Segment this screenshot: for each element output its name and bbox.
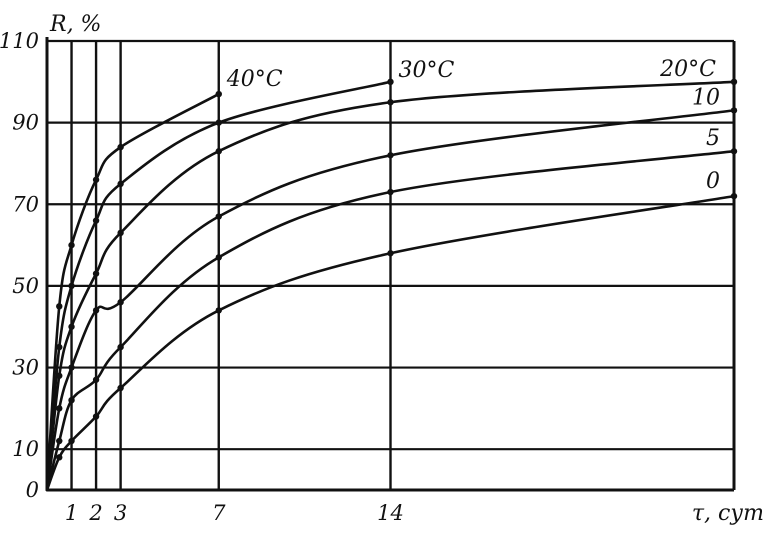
data-point xyxy=(387,152,394,159)
data-point xyxy=(215,254,222,261)
data-point xyxy=(117,229,124,237)
data-point xyxy=(92,413,100,420)
y-tick-label: 50 xyxy=(12,274,39,298)
data-point xyxy=(387,250,394,257)
data-point xyxy=(215,119,222,126)
data-point xyxy=(56,343,63,351)
data-point xyxy=(56,437,63,445)
data-point xyxy=(56,454,63,461)
data-point xyxy=(387,188,394,196)
data-point xyxy=(730,78,738,86)
data-point xyxy=(92,270,100,277)
x-tick-label: 1 xyxy=(65,501,78,525)
series-line-5 xyxy=(45,194,736,492)
data-point xyxy=(56,405,63,412)
series-layer xyxy=(45,78,738,492)
series-label: 10 xyxy=(692,85,720,110)
y-tick-label: 110 xyxy=(0,29,39,53)
data-point xyxy=(117,299,124,306)
data-point xyxy=(92,217,100,224)
y-tick-label: 10 xyxy=(12,437,39,461)
data-point xyxy=(56,372,63,379)
data-point xyxy=(730,148,738,155)
y-tick-label: 90 xyxy=(12,111,39,135)
data-point xyxy=(117,384,124,392)
series-line-4 xyxy=(45,149,736,492)
data-point xyxy=(68,364,75,371)
y-axis-label: R, % xyxy=(49,12,101,37)
x-tick-label: 14 xyxy=(377,501,404,525)
x-tick-label: 7 xyxy=(212,501,226,525)
data-point xyxy=(92,176,100,183)
data-point xyxy=(68,241,75,249)
series-label: 40°C xyxy=(226,67,283,92)
data-point xyxy=(215,213,222,220)
series-line-1 xyxy=(45,80,392,492)
data-point xyxy=(56,303,63,310)
data-point xyxy=(68,397,75,404)
data-point xyxy=(117,343,124,351)
series-label: 30°C xyxy=(399,58,455,83)
x-tick-label: 2 xyxy=(88,501,102,525)
data-point xyxy=(215,307,222,314)
data-point xyxy=(92,307,100,314)
data-point xyxy=(730,107,738,114)
series-line-3 xyxy=(45,109,736,492)
x-tick-label: 3 xyxy=(114,501,127,525)
x-axis-label: τ, сут xyxy=(692,501,764,526)
series-label: 0 xyxy=(706,169,720,194)
data-point xyxy=(215,90,222,98)
data-point xyxy=(117,143,124,151)
data-point xyxy=(68,323,75,330)
series-line-2 xyxy=(45,80,736,492)
data-point xyxy=(92,376,100,383)
y-tick-label: 0 xyxy=(26,478,39,502)
series-label: 20°C xyxy=(659,57,716,82)
data-point xyxy=(117,180,124,188)
y-tick-label: 30 xyxy=(12,356,39,380)
series-label: 5 xyxy=(706,126,720,151)
series-line-0 xyxy=(45,92,221,492)
grid-layer xyxy=(47,39,734,490)
data-point xyxy=(68,282,75,290)
y-tick-label: 70 xyxy=(12,192,39,216)
data-point xyxy=(387,78,394,86)
label-layer: 40°C 30°C 20°C 10 5 0 xyxy=(226,57,720,194)
data-point xyxy=(215,148,222,155)
data-point xyxy=(730,192,738,200)
data-point xyxy=(68,437,75,445)
data-point xyxy=(387,99,394,106)
